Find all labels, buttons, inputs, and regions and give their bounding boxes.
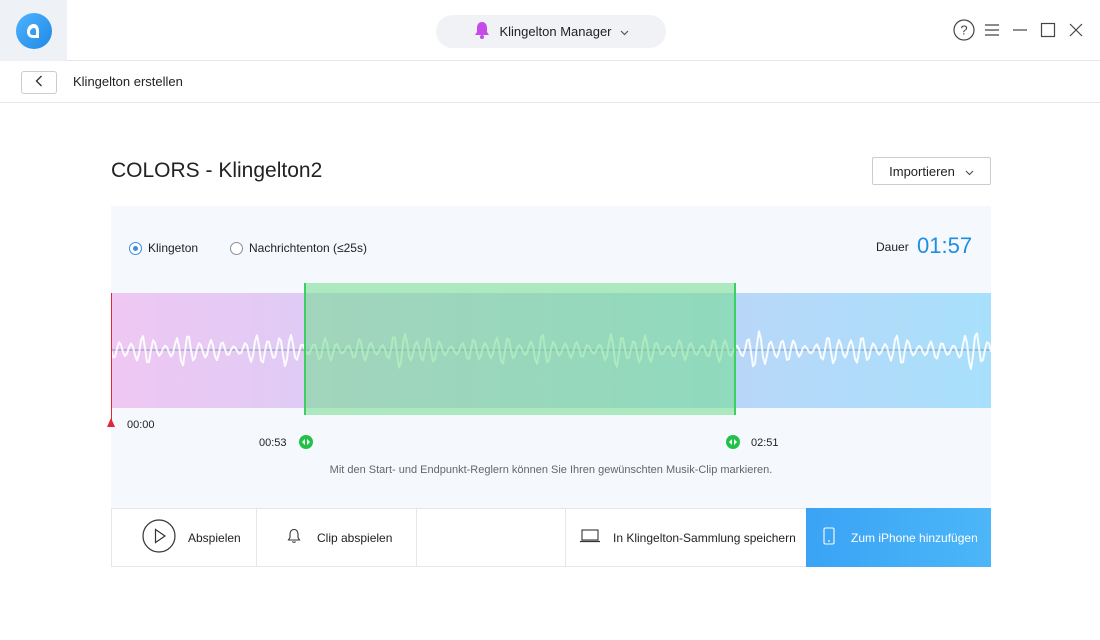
device-selector-label: Klingelton Manager <box>499 24 612 39</box>
breadcrumb-bar: Klingelton erstellen <box>0 61 1100 103</box>
play-button-label: Abspielen <box>188 530 241 545</box>
app-logo-area[interactable] <box>0 0 67 61</box>
radio-ringtone-indicator[interactable] <box>129 241 142 255</box>
start-handle[interactable] <box>299 435 313 449</box>
chevron-left-icon <box>35 74 43 92</box>
radio-message-tone-label: Nachrichtenton (≤25s) <box>249 241 367 255</box>
ringtone-editor: Klingeton Nachrichtenton (≤25s) Dauer 01… <box>107 206 991 508</box>
svg-text:?: ? <box>960 23 967 38</box>
add-to-iphone-button[interactable]: Zum iPhone hinzufügen <box>806 508 991 567</box>
add-to-iphone-label: Zum iPhone hinzufügen <box>851 530 978 545</box>
app-logo-icon[interactable] <box>15 12 52 49</box>
clip-selection[interactable] <box>304 283 736 415</box>
phone-icon <box>823 527 835 548</box>
device-selector[interactable]: Klingelton Manager <box>436 15 666 48</box>
duration-label: Dauer <box>876 240 909 254</box>
start-time: 00:53 <box>259 437 287 449</box>
duration-value: 01:57 <box>917 233 973 258</box>
laptop-icon <box>579 529 601 546</box>
play-button[interactable]: Abspielen <box>112 509 257 566</box>
end-time: 02:51 <box>751 437 779 449</box>
import-button-label: Importieren <box>889 163 955 179</box>
bell-icon <box>473 20 491 43</box>
action-bar: Abspielen Clip abspielen In Klingelton-S… <box>111 508 991 567</box>
help-icon[interactable]: ? <box>952 18 976 42</box>
chevron-down-icon <box>965 164 974 179</box>
radio-ringtone-label: Klingeton <box>148 241 199 255</box>
maximize-icon[interactable] <box>1036 18 1060 42</box>
import-button[interactable]: Importieren <box>872 157 991 185</box>
radio-message-tone-indicator[interactable] <box>230 241 243 255</box>
chevron-down-icon <box>620 24 629 39</box>
page-title: COLORS - Klingelton2 <box>111 159 323 182</box>
radio-message-tone[interactable]: Nachrichtenton (≤25s) <box>230 241 367 255</box>
breadcrumb-title: Klingelton erstellen <box>73 74 183 89</box>
title-bar: Klingelton Manager ? <box>0 0 1100 61</box>
minimize-icon[interactable] <box>1008 18 1032 42</box>
play-clip-button-label: Clip abspielen <box>317 530 393 545</box>
end-handle[interactable] <box>726 435 740 449</box>
hint-text: Mit den Start- und Endpunkt-Reglern könn… <box>329 464 773 476</box>
back-button[interactable] <box>21 71 57 94</box>
close-icon[interactable] <box>1064 18 1088 42</box>
save-to-collection-label: In Klingelton-Sammlung speichern <box>613 530 796 545</box>
playhead[interactable] <box>111 293 112 421</box>
window-controls: ? <box>952 18 1088 42</box>
save-to-collection-button[interactable]: In Klingelton-Sammlung speichern <box>565 509 806 566</box>
radio-ringtone[interactable]: Klingeton <box>129 241 198 255</box>
play-clip-button[interactable]: Clip abspielen <box>257 509 417 566</box>
playhead-time: 00:00 <box>127 419 155 431</box>
bell-outline-icon <box>287 528 301 547</box>
menu-icon[interactable] <box>980 18 1004 42</box>
playhead-marker[interactable] <box>107 418 115 427</box>
play-icon <box>142 519 176 556</box>
